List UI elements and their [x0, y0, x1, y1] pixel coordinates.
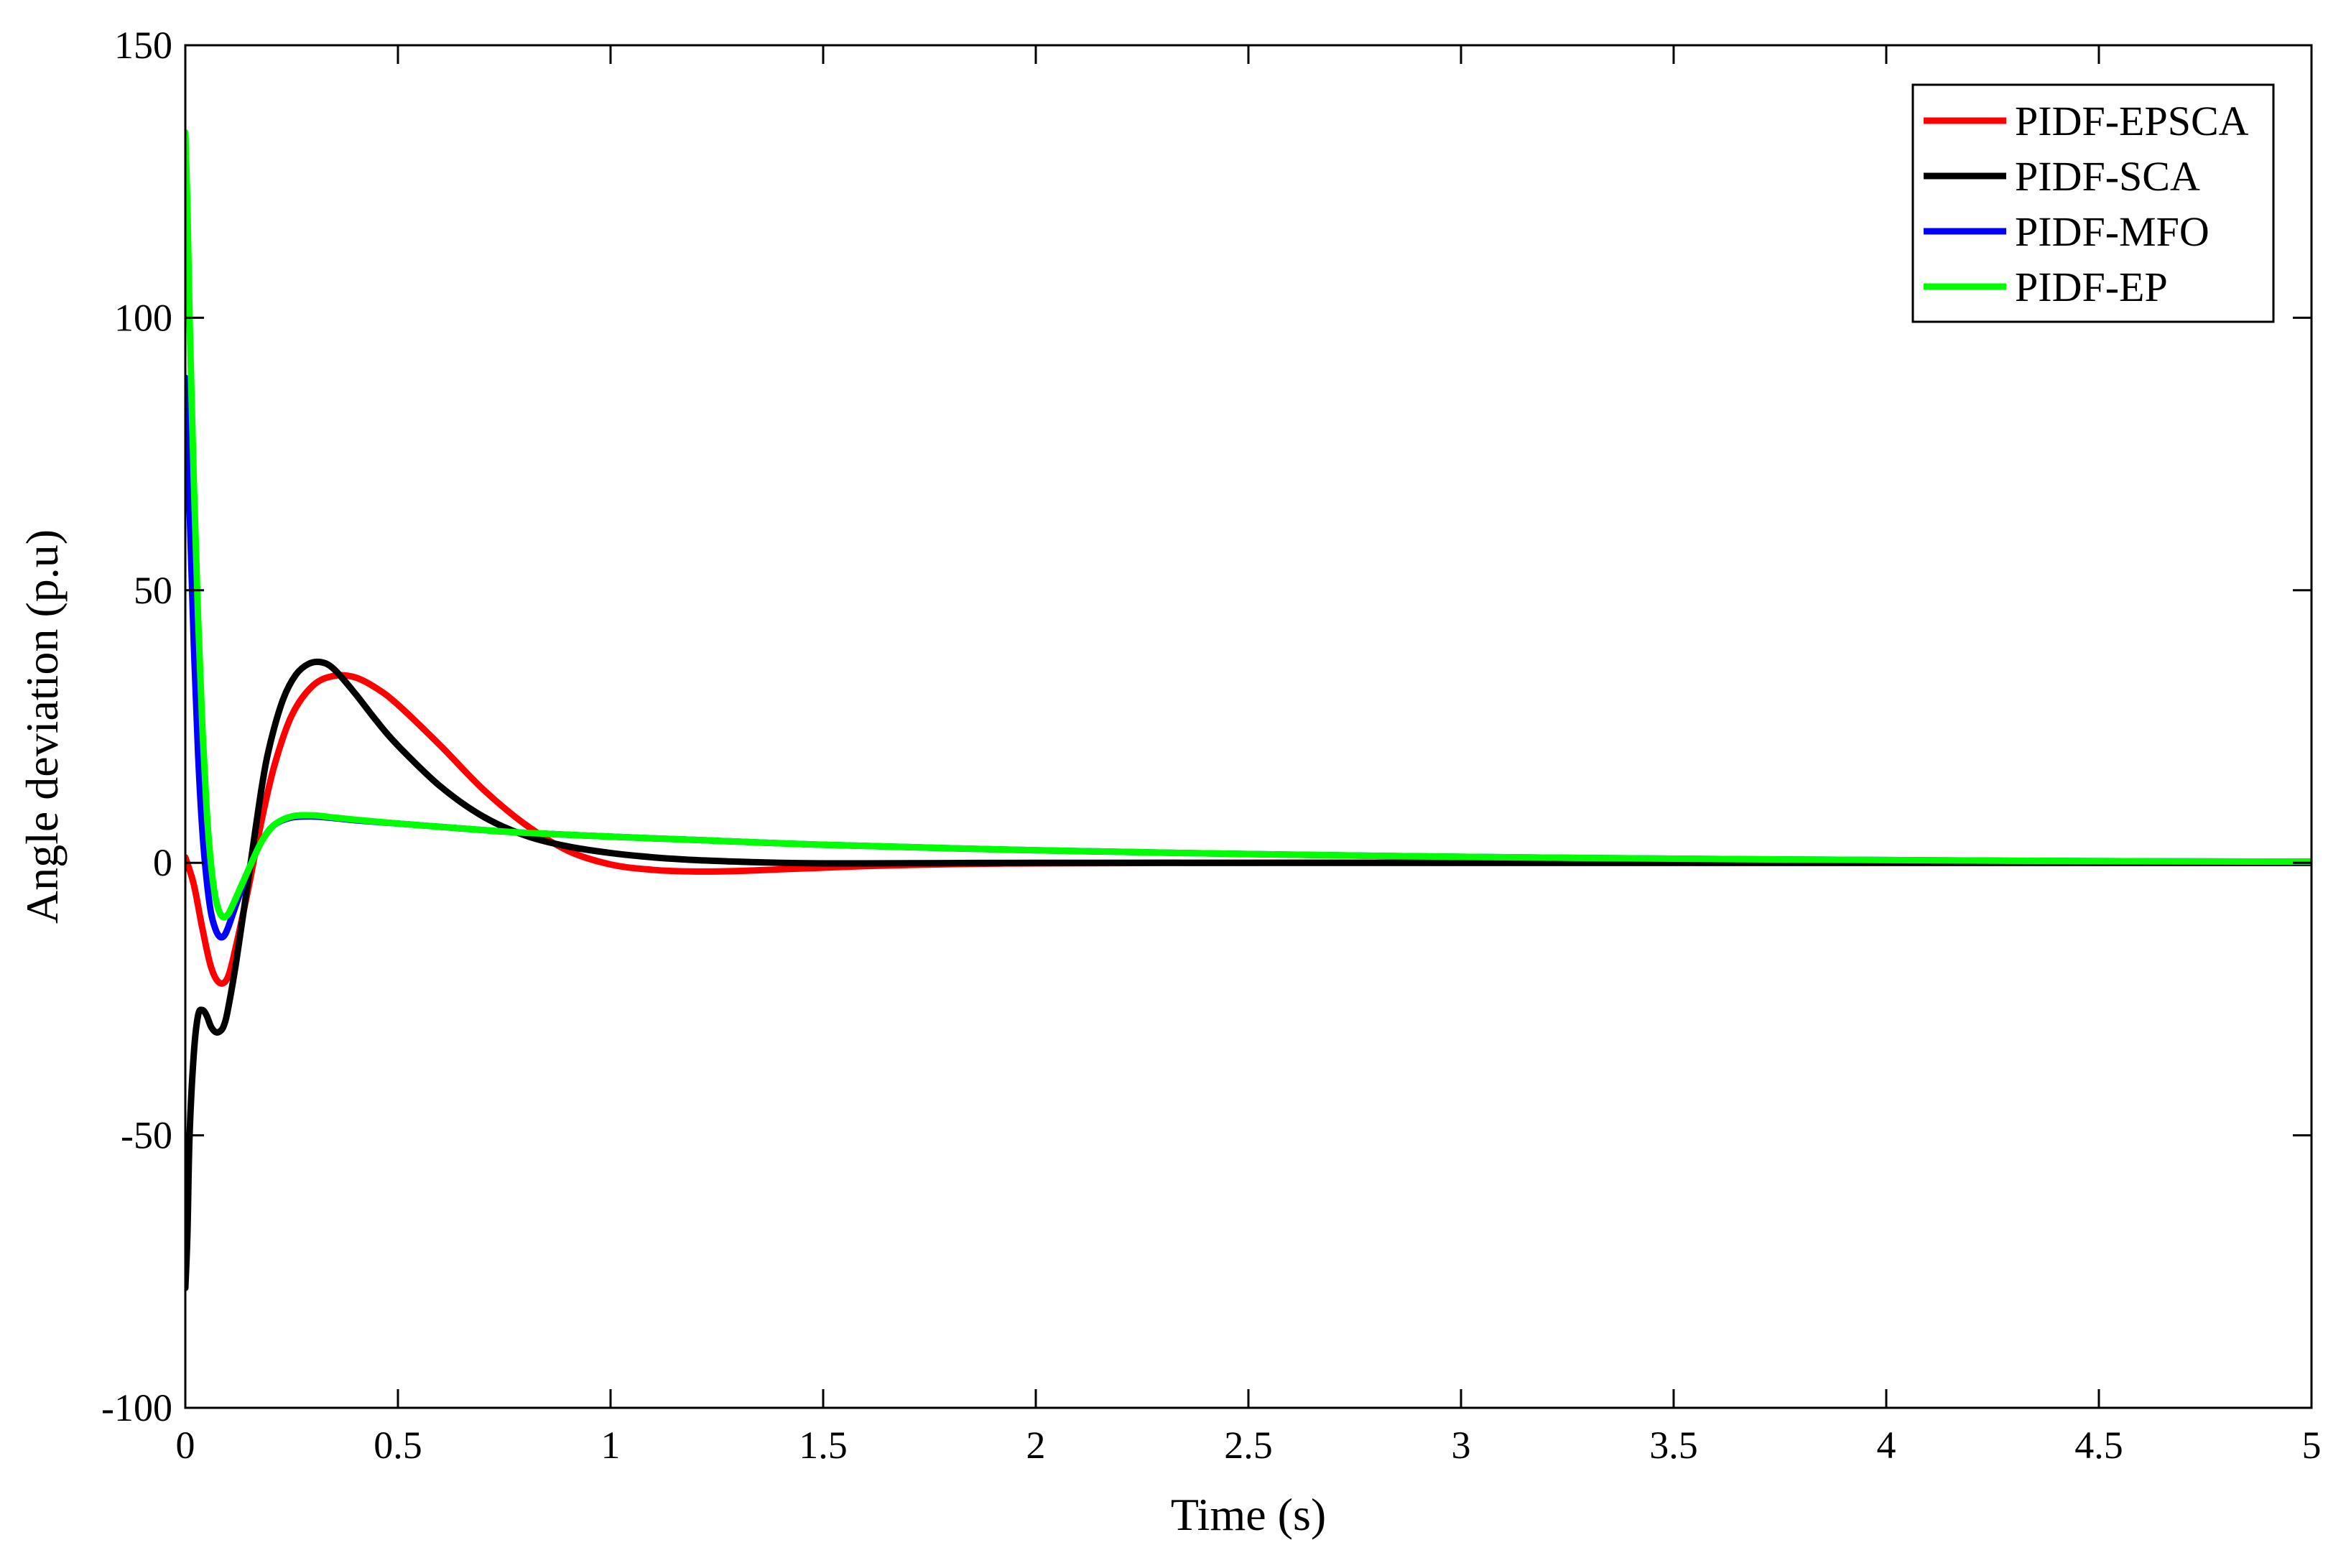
x-tick-label: 5 [2302, 1424, 2322, 1467]
series-line-pidf-sca [185, 658, 2311, 1291]
x-tick-label: 0.5 [374, 1424, 422, 1467]
legend-label-pidf-sca: PIDF-SCA [2015, 153, 2200, 200]
x-tick-label: 3 [1452, 1424, 1471, 1467]
x-tick-label: 3.5 [1649, 1424, 1698, 1467]
x-tick-label: 4 [1877, 1424, 1896, 1467]
y-tick-label: -100 [101, 1386, 172, 1429]
x-tick-label: 4.5 [2074, 1424, 2123, 1467]
legend-label-pidf-mfo: PIDF-MFO [2015, 208, 2209, 255]
legend-label-pidf-ep: PIDF-EP [2015, 264, 2168, 310]
series-layer [185, 129, 2311, 1291]
y-axis: -100 -50 0 50 100 150 [101, 24, 2311, 1429]
y-tick-label: 100 [114, 296, 172, 339]
y-tick-label: 50 [134, 569, 172, 612]
x-tick-label: 2.5 [1224, 1424, 1273, 1467]
x-tick-label: 1.5 [799, 1424, 848, 1467]
legend-label-pidf-epsca: PIDF-EPSCA [2015, 98, 2249, 144]
x-axis-label: Time (s) [1171, 1489, 1326, 1540]
series-line-pidf-ep [185, 129, 2311, 921]
x-axis: 0 0.5 1 1.5 2 2.5 3 3.5 4 4.5 5 [176, 45, 2322, 1467]
legend: PIDF-EPSCA PIDF-SCA PIDF-MFO PIDF-EP [1911, 83, 2275, 323]
x-tick-label: 0 [176, 1424, 195, 1467]
legend-box [1911, 83, 2275, 323]
y-tick-label: 0 [153, 841, 172, 884]
y-axis-label: Angle deviation (p.u) [17, 529, 68, 924]
x-tick-label: 1 [601, 1424, 621, 1467]
y-tick-label: 150 [114, 24, 172, 67]
y-tick-label: -50 [121, 1114, 172, 1157]
x-tick-label: 2 [1026, 1424, 1046, 1467]
